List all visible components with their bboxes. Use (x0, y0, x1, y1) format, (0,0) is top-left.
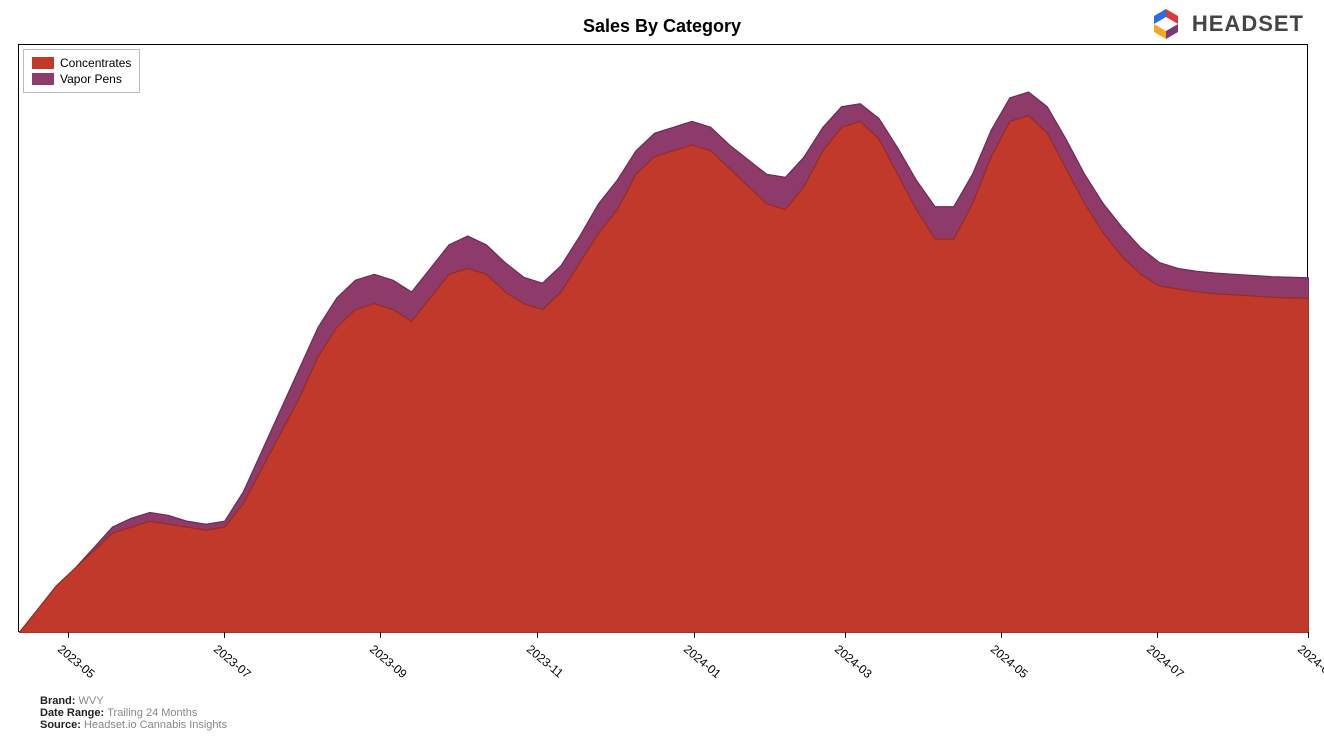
legend-swatch (32, 57, 54, 69)
x-tick-mark (224, 632, 225, 638)
footer-label: Date Range: (40, 707, 107, 719)
chart-root: Sales By Category HEADSET Concentrates Va… (0, 0, 1324, 740)
x-tick-mark (1157, 632, 1158, 638)
x-tick-mark (68, 632, 69, 638)
x-tick-mark (1001, 632, 1002, 638)
x-tick-label: 2024-05 (988, 642, 1031, 681)
x-tick-mark (845, 632, 846, 638)
legend: Concentrates Vapor Pens (23, 49, 140, 93)
x-tick-mark (380, 632, 381, 638)
x-tick-label: 2024-01 (681, 642, 724, 681)
legend-label: Vapor Pens (60, 72, 122, 86)
x-tick-mark (694, 632, 695, 638)
x-tick-label: 2023-11 (524, 642, 566, 680)
footer-label: Brand: (40, 695, 79, 707)
footer-label: Source: (40, 719, 84, 731)
chart-title: Sales By Category (0, 16, 1324, 37)
footer-value: Headset.io Cannabis Insights (84, 719, 227, 731)
x-tick-mark (1308, 632, 1309, 638)
footer-line: Date Range: Trailing 24 Months (40, 707, 227, 719)
headset-logo-icon (1148, 6, 1184, 42)
brand-logo-text: HEADSET (1192, 11, 1304, 37)
x-tick-label: 2024-09 (1295, 642, 1324, 681)
chart-footer: Brand: WVYDate Range: Trailing 24 Months… (40, 695, 227, 731)
legend-swatch (32, 73, 54, 85)
footer-line: Source: Headset.io Cannabis Insights (40, 719, 227, 731)
legend-item: Vapor Pens (32, 72, 131, 86)
x-tick-label: 2024-03 (832, 642, 875, 681)
x-tick-label: 2024-07 (1144, 642, 1187, 681)
x-tick-label: 2023-05 (55, 642, 98, 681)
x-tick-label: 2023-07 (211, 642, 254, 681)
legend-label: Concentrates (60, 56, 131, 70)
x-tick-label: 2023-09 (367, 642, 410, 681)
footer-value: WVY (79, 695, 104, 707)
brand-logo: HEADSET (1148, 6, 1304, 42)
legend-item: Concentrates (32, 56, 131, 70)
area-chart-svg (19, 45, 1309, 633)
footer-value: Trailing 24 Months (107, 707, 197, 719)
area-series-concentrates (19, 116, 1309, 633)
x-tick-mark (537, 632, 538, 638)
footer-line: Brand: WVY (40, 695, 227, 707)
plot-area: Concentrates Vapor Pens (18, 44, 1308, 632)
